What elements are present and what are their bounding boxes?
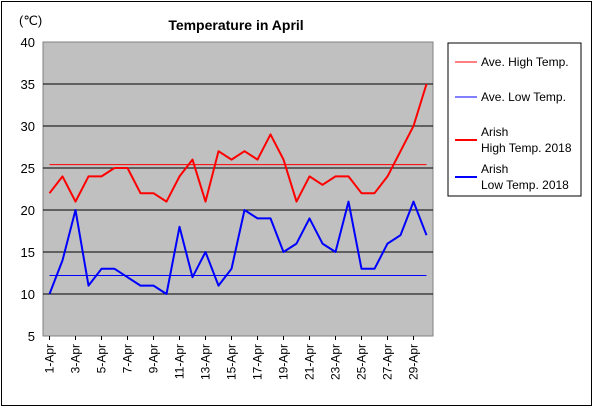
y-tick-label: 30	[21, 119, 35, 134]
grid-lines	[43, 83, 433, 295]
x-tick-label: 17-Apr	[251, 344, 265, 380]
legend-label: Ave. High Temp.	[481, 55, 569, 69]
y-tick-label: 5	[28, 329, 35, 344]
chart-title: Temperature in April	[168, 17, 303, 33]
x-tick-label: 11-Apr	[173, 344, 187, 379]
x-tick-label: 23-Apr	[329, 344, 343, 380]
x-tick-label: 19-Apr	[277, 344, 291, 380]
y-tick-label: 35	[21, 77, 35, 92]
legend-box	[447, 42, 582, 197]
series-lines	[48, 83, 428, 295]
x-tick-label: 13-Apr	[199, 344, 213, 380]
x-tick-label: 1-Apr	[43, 344, 57, 373]
y-tick-label: 10	[21, 287, 35, 302]
series-line-3	[48, 200, 428, 295]
legend-label: Arish High Temp. 2018	[481, 125, 572, 155]
x-tick-label: 29-Apr	[407, 344, 421, 380]
series-line-2	[48, 83, 428, 203]
y-tick-label: 25	[21, 161, 35, 176]
y-tick-label: 20	[21, 203, 35, 218]
unit-label: (℃)	[19, 13, 42, 28]
legend: Ave. High Temp. Ave. Low Temp. Arish High T…	[455, 55, 572, 192]
x-axis: 1-Apr 3-Apr 5-Apr 7-Apr 9-Apr 11-Apr 13-Apr 15-…	[43, 336, 421, 380]
legend-label: Ave. Low Temp.	[481, 90, 566, 104]
x-tick-label: 9-Apr	[147, 344, 161, 373]
x-tick-label: 5-Apr	[95, 344, 109, 373]
y-axis: 5 10 15 20 25 30 35 40	[21, 35, 35, 344]
legend-label: Arish Low Temp. 2018	[481, 162, 569, 192]
x-tick-label: 3-Apr	[69, 344, 83, 373]
x-tick-label: 25-Apr	[355, 344, 369, 380]
x-tick-label: 21-Apr	[303, 344, 317, 380]
plot-area	[42, 41, 434, 337]
x-tick-label: 27-Apr	[381, 344, 395, 380]
y-tick-label: 15	[21, 245, 35, 260]
x-tick-label: 15-Apr	[225, 344, 239, 380]
y-tick-label: 40	[21, 35, 35, 50]
x-tick-label: 7-Apr	[121, 344, 135, 373]
